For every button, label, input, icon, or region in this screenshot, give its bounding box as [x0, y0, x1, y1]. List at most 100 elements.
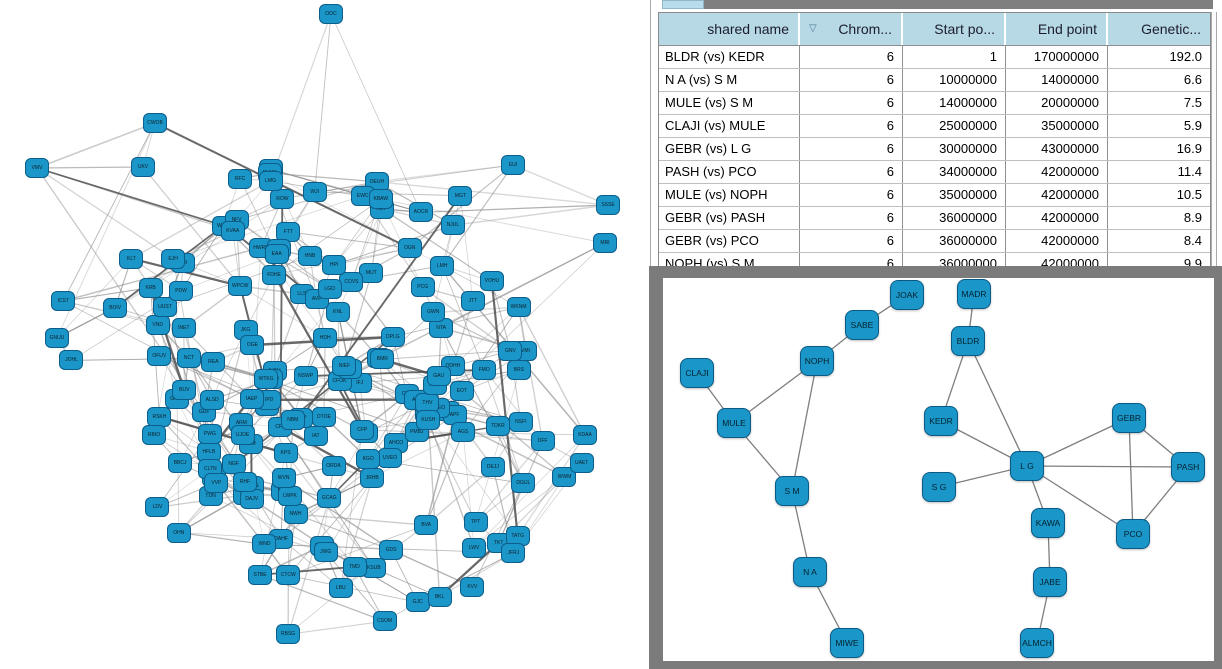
edge[interactable]	[239, 285, 326, 339]
network-node[interactable]: EUI	[501, 155, 525, 175]
edge[interactable]	[452, 306, 519, 367]
edge[interactable]	[288, 524, 427, 576]
horizontal-scrollbar-thumb[interactable]	[662, 0, 704, 9]
edge[interactable]	[441, 164, 514, 266]
network-node[interactable]: JRHB	[360, 467, 385, 488]
network-preview-canvas[interactable]: JOAK MADR SABE NOPH BLDR CLAJI MULE KEDR GEBR L G…	[663, 278, 1214, 661]
edge[interactable]	[210, 495, 326, 553]
edge[interactable]	[36, 167, 224, 227]
column-header-chrom[interactable]: ▽ Chrom...	[800, 13, 903, 45]
node-almch[interactable]: ALMCH	[1020, 628, 1054, 658]
network-node[interactable]: WND	[252, 534, 277, 555]
edge[interactable]	[178, 532, 265, 546]
node-s-g[interactable]: S G	[922, 472, 956, 502]
edge[interactable]	[337, 208, 383, 313]
edge[interactable]	[425, 431, 464, 526]
edge[interactable]	[517, 434, 586, 537]
network-node[interactable]: REA	[201, 352, 226, 373]
network-node[interactable]: DAJV	[239, 489, 264, 510]
network-node[interactable]: AOCR	[408, 202, 433, 223]
network-node[interactable]: DEJJ	[480, 457, 505, 478]
network-node[interactable]: JWG	[313, 542, 338, 563]
node-kedr[interactable]: KEDR	[924, 406, 958, 436]
edge[interactable]	[36, 166, 144, 169]
network-node[interactable]: VMV	[25, 158, 49, 178]
network-node[interactable]: KPS	[273, 443, 298, 464]
network-node[interactable]: OFUV	[147, 345, 172, 366]
edge[interactable]	[295, 513, 427, 526]
network-node[interactable]: MUT	[359, 263, 384, 284]
network-node[interactable]: LWV	[462, 537, 487, 558]
edge[interactable]	[382, 350, 511, 360]
node-bldr[interactable]: BLDR	[951, 326, 985, 356]
vertical-scrollbar[interactable]	[1211, 12, 1217, 266]
network-node[interactable]: KLT	[119, 248, 144, 269]
edge[interactable]	[381, 208, 493, 282]
edge[interactable]	[334, 247, 410, 266]
network-node[interactable]: INET	[171, 318, 196, 339]
edge[interactable]	[56, 258, 132, 339]
column-header-genetic[interactable]: Genetic...	[1108, 13, 1210, 45]
network-node[interactable]: KVAA	[220, 221, 245, 241]
network-node[interactable]: EJH	[161, 248, 186, 269]
node-madr[interactable]: MADR	[957, 279, 991, 309]
table-row[interactable]: GEBR (vs) PASH 6 36000000 42000000 8.9	[659, 207, 1210, 230]
network-node[interactable]: UKV	[131, 157, 155, 177]
edge-L G-PASH[interactable]	[1026, 465, 1189, 468]
network-node[interactable]: ALSD	[200, 389, 225, 410]
network-node[interactable]: BVA	[414, 515, 439, 536]
network-node[interactable]: KRB	[138, 277, 163, 298]
edge[interactable]	[295, 513, 392, 551]
network-node[interactable]: GAU	[426, 366, 451, 387]
edge[interactable]	[62, 122, 156, 302]
node-sabe[interactable]: SABE	[845, 310, 879, 340]
network-node[interactable]: UAET	[569, 452, 594, 473]
edge[interactable]	[463, 431, 543, 442]
edge[interactable]	[150, 198, 283, 288]
edge[interactable]	[376, 164, 514, 183]
edge[interactable]	[279, 426, 373, 479]
edge[interactable]	[266, 405, 334, 467]
edge[interactable]	[180, 225, 224, 292]
network-node[interactable]: NSFI	[508, 411, 533, 432]
edge[interactable]	[259, 565, 355, 576]
table-row[interactable]: BLDR (vs) KEDR 6 1 170000000 192.0	[659, 46, 1210, 69]
network-node[interactable]: LGO	[317, 278, 342, 299]
edge[interactable]	[273, 199, 381, 275]
node-kawa[interactable]: KAWA	[1031, 508, 1065, 538]
column-header-shared-name[interactable]: shared name	[659, 13, 800, 45]
edge[interactable]	[452, 204, 609, 227]
network-node[interactable]: OGN	[397, 238, 422, 259]
network-node[interactable]: NBM	[280, 409, 305, 430]
network-node[interactable]: OHN	[166, 522, 191, 543]
edge[interactable]	[376, 181, 609, 206]
network-node[interactable]: COVS	[339, 271, 364, 292]
filter-icon[interactable]: ▽	[809, 23, 817, 34]
edge[interactable]	[517, 306, 586, 436]
edge[interactable]	[36, 167, 174, 260]
node-n-a[interactable]: N A	[793, 557, 827, 587]
edge[interactable]	[323, 337, 326, 417]
edge-L G-PCO[interactable]	[1026, 465, 1134, 535]
network-node[interactable]: MRI	[593, 233, 617, 253]
edge[interactable]	[265, 378, 367, 434]
edge[interactable]	[269, 172, 377, 183]
edge[interactable]	[392, 306, 519, 338]
edge[interactable]	[131, 180, 271, 260]
edge[interactable]	[270, 168, 422, 213]
edge[interactable]	[490, 281, 519, 537]
edge[interactable]	[367, 394, 408, 460]
node-pco[interactable]: PCO	[1116, 519, 1150, 549]
edge[interactable]	[329, 432, 367, 499]
network-node[interactable]: KUSH	[416, 409, 441, 430]
network-node[interactable]: NIEF	[332, 355, 357, 376]
edge[interactable]	[432, 312, 524, 484]
network-node[interactable]: VVP	[204, 472, 229, 493]
edge[interactable]	[483, 369, 544, 442]
node-s-m[interactable]: S M	[775, 476, 809, 506]
network-node[interactable]: JOHL	[59, 350, 84, 371]
network-node[interactable]: OGE	[240, 335, 265, 356]
table-row[interactable]: N A (vs) S M 6 10000000 14000000 6.6	[659, 69, 1210, 92]
network-node[interactable]: UJOE	[230, 425, 255, 446]
network-node[interactable]: NJUL	[440, 215, 465, 236]
